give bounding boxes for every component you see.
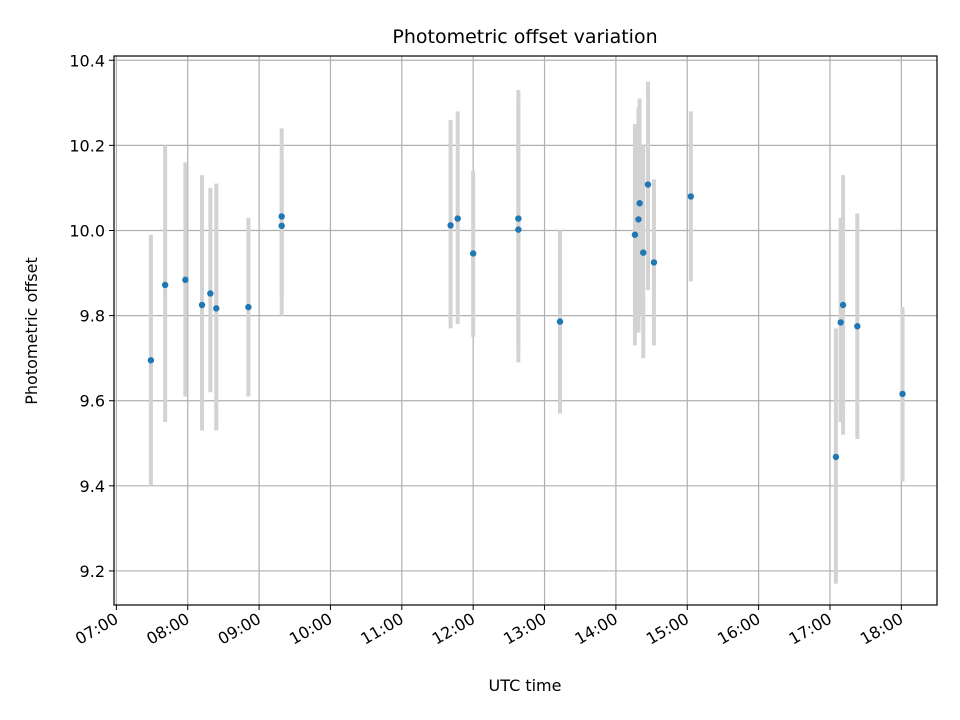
data-point xyxy=(839,301,847,309)
y-tick-label: 10.4 xyxy=(69,51,105,70)
x-axis-label: UTC time xyxy=(489,676,562,695)
data-point xyxy=(899,390,906,398)
data-point xyxy=(556,318,564,325)
y-axis-label: Photometric offset xyxy=(22,257,41,405)
y-tick-label: 9.8 xyxy=(80,307,105,326)
data-point xyxy=(635,216,642,223)
chart-title: Photometric offset variation xyxy=(392,26,657,48)
data-point xyxy=(447,222,454,229)
data-point xyxy=(198,301,206,309)
data-point xyxy=(213,305,220,312)
data-point xyxy=(515,226,522,233)
data-point xyxy=(182,276,189,284)
data-point xyxy=(832,453,840,461)
data-point xyxy=(278,213,285,220)
data-point xyxy=(837,319,844,326)
data-point xyxy=(644,181,652,188)
data-point xyxy=(207,290,214,297)
data-points xyxy=(147,181,906,461)
data-point xyxy=(245,303,252,311)
data-point xyxy=(640,249,647,256)
data-point xyxy=(631,231,639,238)
grid xyxy=(114,56,937,605)
data-point xyxy=(469,250,477,257)
data-point xyxy=(515,215,522,222)
data-point xyxy=(854,323,861,330)
data-point xyxy=(636,200,643,207)
y-tick-label: 9.4 xyxy=(80,477,105,496)
y-tick-label: 9.6 xyxy=(80,392,105,411)
data-point xyxy=(278,222,285,230)
y-tick-label: 10.0 xyxy=(69,221,105,240)
data-point xyxy=(147,357,155,364)
data-point xyxy=(454,215,461,222)
data-point xyxy=(161,281,169,289)
y-tick-label: 10.2 xyxy=(69,136,105,155)
y-tick-label: 9.2 xyxy=(80,562,105,581)
plot-frame xyxy=(113,55,938,606)
data-point xyxy=(687,193,695,200)
y-axis-ticks: 9.2 9.4 9.6 9.8 10.0 10.2 10.4 xyxy=(69,51,114,581)
data-point xyxy=(650,259,658,266)
